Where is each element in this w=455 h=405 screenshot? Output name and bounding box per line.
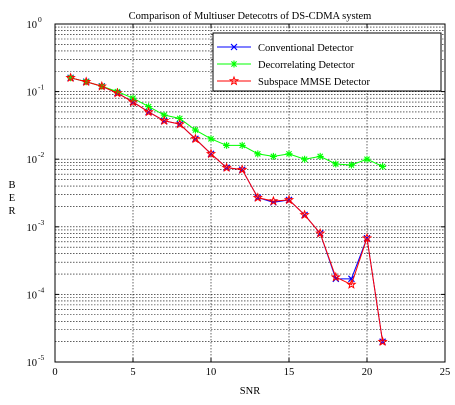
- data-point-marker: [223, 141, 231, 149]
- data-point-marker: [176, 115, 184, 123]
- data-point-marker: [237, 164, 248, 175]
- data-point-marker: [230, 43, 238, 51]
- legend-label: Decorrelating Detector: [258, 60, 355, 71]
- data-point-marker: [205, 148, 217, 159]
- data-point-marker: [346, 279, 357, 289]
- data-point-marker: [127, 96, 139, 107]
- y-tick-label-base: 10: [27, 88, 38, 99]
- data-point-marker: [228, 75, 240, 86]
- data-point-marker: [81, 76, 92, 87]
- data-point-marker: [174, 118, 185, 129]
- legend-entry: Subspace MMSE Detector: [217, 75, 370, 88]
- data-point-marker: [254, 150, 262, 158]
- legend: Conventional Detector Decorrelating Detec…: [212, 32, 442, 92]
- data-point-marker: [112, 87, 123, 98]
- y-tick-label: 10-4: [27, 285, 45, 301]
- data-point-marker: [190, 133, 201, 144]
- legend-label: Subspace MMSE Detector: [258, 77, 370, 88]
- y-tick-label: 10-5: [27, 353, 45, 369]
- y-tick-label: 10-1: [27, 83, 45, 99]
- data-point-marker: [347, 161, 355, 169]
- data-point-marker: [113, 88, 121, 96]
- y-axis-label: BER: [8, 180, 15, 217]
- series-line: [70, 77, 384, 342]
- data-point-marker: [268, 195, 279, 206]
- data-point-marker: [221, 162, 232, 173]
- x-tick-label: 25: [440, 367, 451, 378]
- data-point-marker: [301, 155, 309, 163]
- data-point-marker: [315, 227, 326, 238]
- y-tick-label-base: 10: [27, 20, 38, 31]
- data-point-marker: [330, 271, 341, 282]
- y-axis-label-letter: E: [9, 193, 15, 204]
- x-tick-label: 20: [362, 367, 373, 378]
- data-point-marker: [238, 141, 246, 149]
- y-tick-label-base: 10: [27, 358, 38, 369]
- data-point-marker: [191, 126, 199, 134]
- x-tick-label: 15: [284, 367, 295, 378]
- data-point-marker: [283, 194, 295, 205]
- data-point-marker: [361, 232, 373, 243]
- data-point-marker: [230, 60, 238, 68]
- y-tick-label-exponent: 0: [38, 15, 42, 24]
- y-tick-label-base: 10: [27, 223, 38, 234]
- data-point-marker: [207, 135, 215, 143]
- data-point-marker: [65, 72, 76, 83]
- x-axis-label: SNR: [240, 386, 260, 397]
- y-axis-label-letter: B: [8, 180, 15, 191]
- data-point-marker: [377, 336, 388, 347]
- y-tick-label-base: 10: [27, 290, 38, 301]
- data-point-marker: [363, 155, 371, 163]
- y-tick-label: 10-2: [27, 150, 45, 166]
- data-point-marker: [316, 152, 324, 160]
- legend-entry: Conventional Detector: [217, 43, 354, 54]
- y-tick-label-exponent: -1: [38, 83, 44, 92]
- x-tick-label: 0: [52, 367, 57, 378]
- y-axis-label-letter: R: [8, 206, 15, 217]
- y-tick-label: 100: [27, 15, 43, 31]
- data-point-marker: [159, 115, 170, 126]
- data-point-marker: [285, 150, 293, 158]
- data-point-marker: [252, 192, 263, 203]
- y-tick-label-exponent: -3: [38, 218, 44, 227]
- data-point-marker: [347, 275, 355, 283]
- series-layer: [65, 72, 388, 347]
- chart-title: Comparison of Multiuser Detecotrs of DS-…: [129, 11, 372, 22]
- data-point-marker: [379, 162, 387, 170]
- series-subspace-mmse-detector: [65, 72, 388, 347]
- y-tick-label-base: 10: [27, 155, 38, 166]
- x-tick-label: 5: [130, 367, 135, 378]
- data-point-marker: [299, 209, 310, 220]
- y-tick-label: 10-3: [27, 218, 45, 234]
- y-tick-label-exponent: -2: [38, 150, 44, 159]
- legend-label: Conventional Detector: [258, 43, 354, 54]
- plot-frame: [54, 23, 446, 363]
- legend-entry: Decorrelating Detector: [217, 60, 355, 71]
- y-tick-label-exponent: -5: [38, 353, 44, 362]
- data-point-marker: [96, 80, 107, 91]
- y-tick-label-exponent: -4: [38, 285, 44, 294]
- data-point-marker: [269, 152, 277, 160]
- data-point-marker: [160, 111, 168, 119]
- data-point-marker: [143, 106, 154, 117]
- x-tick-label: 10: [206, 367, 217, 378]
- data-point-marker: [332, 160, 340, 168]
